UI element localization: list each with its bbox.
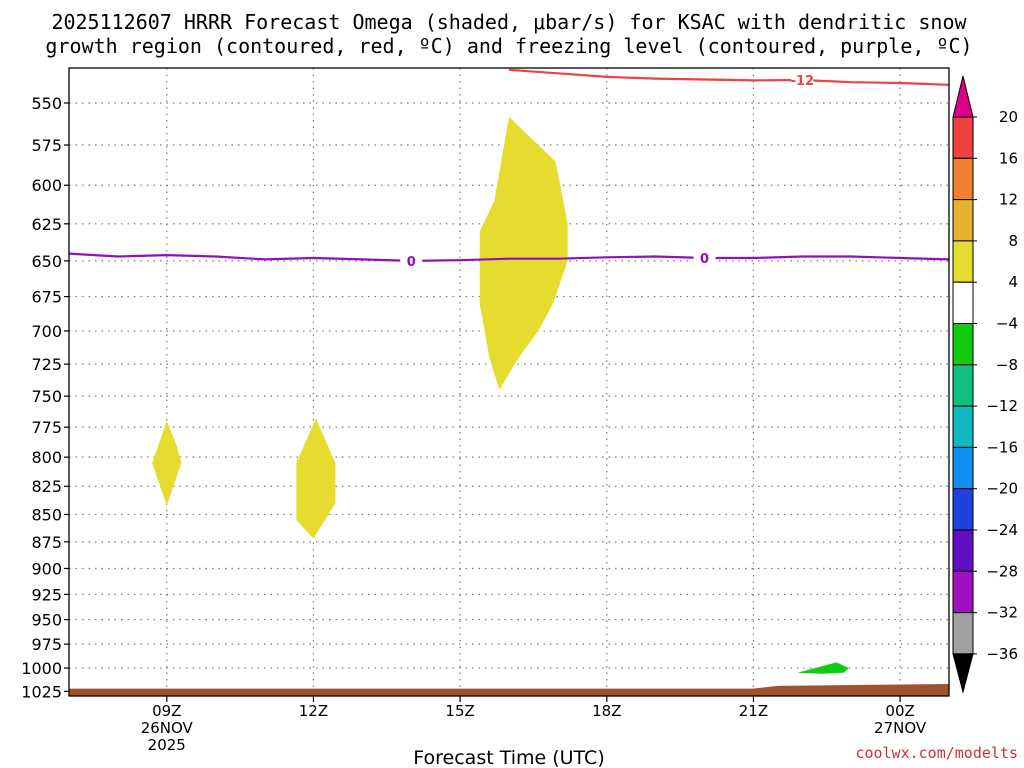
colorbar-label-3: 8 xyxy=(1008,232,1018,250)
y-tick-label-900: 900 xyxy=(31,559,62,578)
x-tick-label-09Z-0: 09Z xyxy=(152,702,181,720)
dgz-contour-label-bg xyxy=(791,73,814,88)
colorbar-bottom-triangle xyxy=(952,653,974,694)
colorbar-box-7 xyxy=(952,364,974,407)
colorbar-label-8: −16 xyxy=(986,438,1018,456)
colorbar-box-4 xyxy=(952,240,974,283)
freezing-level-label-2-bg xyxy=(693,250,716,265)
x-tick-label-00Z-0: 00Z xyxy=(885,702,914,720)
x-tick-label-21Z-0: 21Z xyxy=(739,702,768,720)
colorbar-label-2: 12 xyxy=(999,191,1018,209)
y-tick-label-775: 775 xyxy=(31,418,62,437)
colorbar-label-7: −12 xyxy=(986,397,1018,415)
colorbar-box-12 xyxy=(952,570,974,614)
chart-title-line-1: 2025112607 HRRR Forecast Omega (shaded, … xyxy=(51,10,967,34)
freezing-level-line xyxy=(69,252,949,263)
colorbar-box-10 xyxy=(952,488,974,531)
plot-frame xyxy=(68,67,950,697)
y-tick-label-1000: 1000 xyxy=(21,659,62,678)
terrain-fill xyxy=(69,684,949,696)
x-tick-label-12Z-0: 12Z xyxy=(299,702,328,720)
upward-motion-09z xyxy=(152,421,182,506)
contour-lines xyxy=(69,68,949,263)
x-tick-label-15Z-0: 15Z xyxy=(445,702,474,720)
contour-labels: -12 0 0 xyxy=(400,73,814,270)
y-tick-label-600: 600 xyxy=(31,176,62,195)
y-tick-label-625: 625 xyxy=(31,215,62,234)
dgz-contour-line xyxy=(508,68,949,86)
colorbar-box-5 xyxy=(952,281,974,325)
colorbar-label-0: 20 xyxy=(999,108,1018,126)
y-tick-label-725: 725 xyxy=(31,355,62,374)
x-tick-label-18Z-0: 18Z xyxy=(592,702,621,720)
x-axis-label: Forecast Time (UTC) xyxy=(413,747,604,768)
colorbar-box-6 xyxy=(952,323,974,366)
y-tick-label-850: 850 xyxy=(31,505,62,524)
y-tick-label-750: 750 xyxy=(31,387,62,406)
pressure-axis: 550 575 600 625 650 675 700 725 750 775 800 825 850 8… xyxy=(21,94,69,701)
freezing-level-label-2: 0 xyxy=(700,252,709,267)
colorbar: 20 16 12 8 4 −4 −8 −12 −16 −20 −24 −28 −32 −36 xyxy=(952,75,1018,694)
grid-lines xyxy=(69,68,949,696)
colorbar-box-9 xyxy=(952,446,974,490)
y-tick-label-650: 650 xyxy=(31,252,62,271)
colorbar-label-5: −4 xyxy=(996,315,1018,333)
colorbar-box-13 xyxy=(952,612,974,655)
y-tick-label-875: 875 xyxy=(31,533,62,552)
colorbar-box-3 xyxy=(952,199,974,242)
plot-area xyxy=(69,68,949,696)
colorbar-box-2 xyxy=(952,157,974,201)
y-tick-label-925: 925 xyxy=(31,585,62,604)
colorbar-label-1: 16 xyxy=(999,149,1018,167)
freezing-level-label-1-bg xyxy=(400,253,423,268)
omega-shaded-regions xyxy=(152,116,849,674)
y-tick-label-1025: 1025 xyxy=(21,682,62,701)
terrain-layer xyxy=(69,684,949,696)
colorbar-label-10: −24 xyxy=(986,521,1018,539)
dgz-contour-label: -12 xyxy=(791,74,815,89)
y-tick-label-575: 575 xyxy=(31,136,62,155)
colorbar-label-4: 4 xyxy=(1008,273,1018,291)
colorbar-label-9: −20 xyxy=(986,480,1018,498)
colorbar-label-13: −36 xyxy=(986,645,1018,663)
y-tick-label-550: 550 xyxy=(31,94,62,113)
freezing-level-label-1: 0 xyxy=(407,255,416,270)
colorbar-label-12: −32 xyxy=(986,604,1018,622)
y-tick-label-700: 700 xyxy=(31,322,62,341)
chart-title-line-2: growth region (contoured, red, ºC) and f… xyxy=(45,34,972,58)
y-tick-label-675: 675 xyxy=(31,288,62,307)
colorbar-label-11: −28 xyxy=(986,562,1018,580)
y-tick-label-800: 800 xyxy=(31,448,62,467)
y-tick-label-950: 950 xyxy=(31,611,62,630)
colorbar-box-11 xyxy=(952,529,974,572)
y-tick-label-825: 825 xyxy=(31,477,62,496)
upward-motion-12z xyxy=(296,418,336,539)
upward-motion-15z xyxy=(479,116,568,390)
colorbar-top-triangle xyxy=(952,75,974,118)
credit-url[interactable]: coolwx.com/modelts xyxy=(855,744,1018,762)
y-tick-label-975: 975 xyxy=(31,635,62,654)
colorbar-box-1 xyxy=(952,116,974,159)
colorbar-label-6: −8 xyxy=(996,356,1018,374)
colorbar-box-8 xyxy=(952,405,974,448)
downward-motion-23z xyxy=(797,662,849,674)
x-tick-label-09Z-2: 2025 xyxy=(148,736,186,754)
x-tick-label-00Z-1: 27NOV xyxy=(874,719,927,737)
x-tick-label-09Z-1: 26NOV xyxy=(141,719,194,737)
